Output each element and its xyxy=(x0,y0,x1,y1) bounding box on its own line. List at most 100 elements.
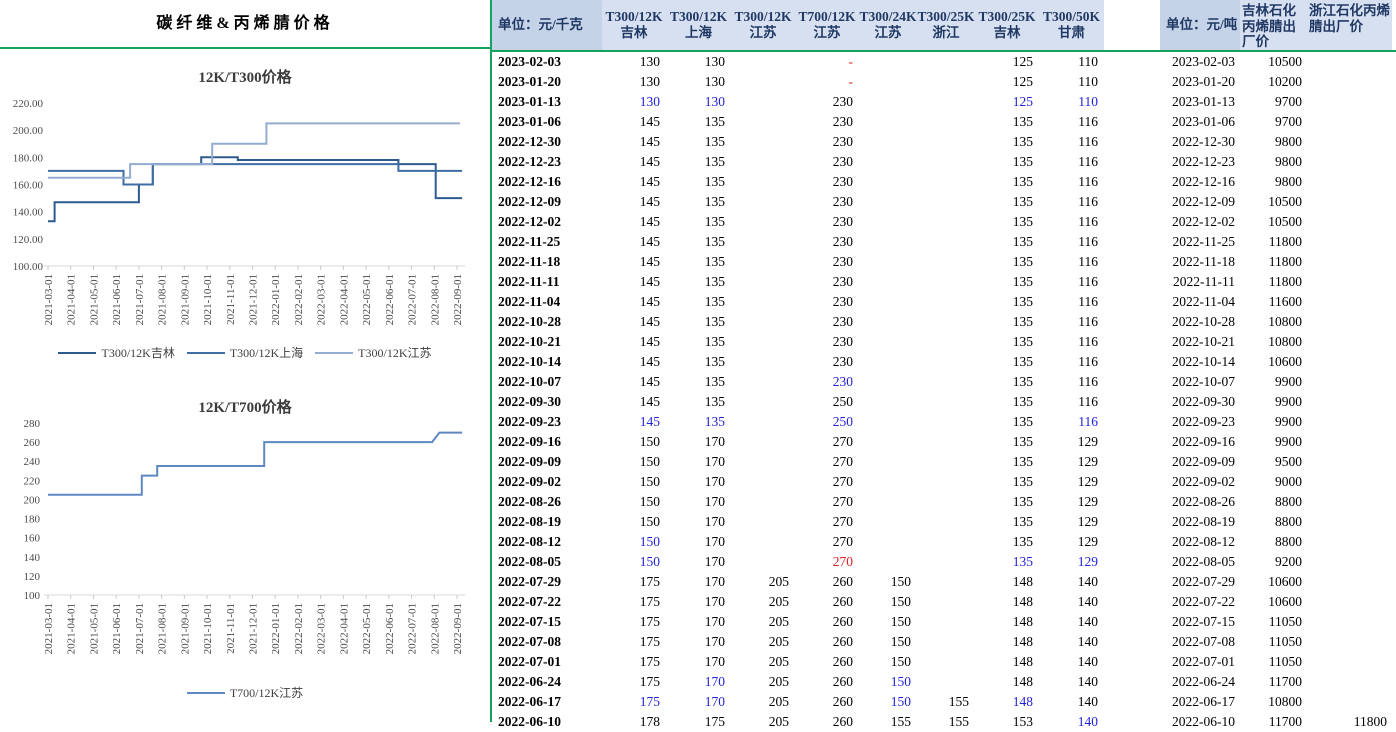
price-cell[interactable] xyxy=(917,532,975,552)
price-cell[interactable]: 170 xyxy=(704,474,725,489)
acn-price-jilin[interactable]: 11800 xyxy=(1268,274,1302,289)
acn-price-jilin[interactable]: 9900 xyxy=(1275,374,1302,389)
price-cell[interactable]: 260 xyxy=(832,594,853,609)
price-cell[interactable]: 145 xyxy=(639,134,660,149)
date-cell-acn[interactable]: 2023-02-03 xyxy=(1172,54,1235,69)
price-cell[interactable]: 135 xyxy=(1012,254,1033,269)
price-cell[interactable]: 175 xyxy=(639,574,660,589)
price-cell[interactable]: 270 xyxy=(832,434,853,449)
price-cell[interactable]: 155 xyxy=(890,714,911,729)
price-cell[interactable]: 145 xyxy=(639,394,660,409)
column-header-t300-50k[interactable]: T300/50K 甘肃 xyxy=(1039,0,1104,50)
price-cell[interactable]: 135 xyxy=(704,334,725,349)
price-cell[interactable]: 145 xyxy=(639,414,660,429)
price-cell[interactable]: 145 xyxy=(639,314,660,329)
price-cell[interactable] xyxy=(731,212,795,232)
acn-price-jilin[interactable]: 9900 xyxy=(1275,414,1302,429)
acn-price-jilin[interactable]: 9800 xyxy=(1275,134,1302,149)
price-cell[interactable]: 175 xyxy=(639,674,660,689)
price-cell[interactable]: 135 xyxy=(1012,154,1033,169)
date-cell-acn[interactable]: 2023-01-06 xyxy=(1172,114,1235,129)
price-cell[interactable]: 250 xyxy=(832,414,853,429)
price-cell[interactable]: 116 xyxy=(1078,414,1098,429)
price-cell[interactable]: 205 xyxy=(768,594,789,609)
price-cell[interactable]: - xyxy=(848,54,854,69)
price-cell[interactable]: 140 xyxy=(1077,614,1098,629)
acn-price-jilin[interactable]: 11050 xyxy=(1268,614,1302,629)
price-cell[interactable]: 270 xyxy=(832,474,853,489)
price-cell[interactable]: 148 xyxy=(1012,654,1033,669)
price-cell[interactable]: 125 xyxy=(1012,74,1033,89)
price-cell[interactable] xyxy=(859,512,917,532)
date-cell-acn[interactable]: 2022-07-22 xyxy=(1172,594,1235,609)
price-cell[interactable]: 230 xyxy=(832,194,853,209)
acn-price-jilin[interactable]: 10600 xyxy=(1268,594,1302,609)
price-cell[interactable]: 135 xyxy=(704,234,725,249)
date-cell[interactable]: 2022-09-02 xyxy=(498,474,561,489)
price-cell[interactable]: 116 xyxy=(1078,354,1098,369)
price-cell[interactable]: 140 xyxy=(1077,574,1098,589)
price-cell[interactable] xyxy=(731,232,795,252)
price-cell[interactable]: 116 xyxy=(1078,334,1098,349)
price-cell[interactable]: 260 xyxy=(832,694,853,709)
price-cell[interactable]: 260 xyxy=(832,714,853,729)
acn-price-jilin[interactable]: 9200 xyxy=(1275,554,1302,569)
price-cell[interactable]: 260 xyxy=(832,674,853,689)
date-cell[interactable]: 2022-12-09 xyxy=(498,194,561,209)
price-cell[interactable]: 145 xyxy=(639,174,660,189)
acn-price-jilin[interactable]: 10600 xyxy=(1268,354,1302,369)
price-cell[interactable] xyxy=(917,412,975,432)
date-cell[interactable]: 2022-08-05 xyxy=(498,554,561,569)
date-cell-acn[interactable]: 2023-01-20 xyxy=(1172,74,1235,89)
price-cell[interactable] xyxy=(859,552,917,572)
acn-price-jilin[interactable]: 8800 xyxy=(1275,514,1302,529)
price-cell[interactable]: 135 xyxy=(1012,354,1033,369)
price-cell[interactable] xyxy=(917,452,975,472)
t700-price-chart[interactable]: 280 260 240 220 200 180 160 140 120 1002021-03-01… xyxy=(0,415,490,683)
price-cell[interactable] xyxy=(917,332,975,352)
price-cell[interactable] xyxy=(917,572,975,592)
price-cell[interactable] xyxy=(917,592,975,612)
price-cell[interactable] xyxy=(859,112,917,132)
date-cell[interactable]: 2022-12-02 xyxy=(498,214,561,229)
price-cell[interactable] xyxy=(917,372,975,392)
price-cell[interactable]: 150 xyxy=(890,634,911,649)
price-cell[interactable]: 175 xyxy=(639,614,660,629)
price-cell[interactable] xyxy=(731,432,795,452)
unit-header-per-kg[interactable]: 单位：元/千克 xyxy=(492,0,602,50)
price-cell[interactable]: 135 xyxy=(704,114,725,129)
price-cell[interactable] xyxy=(731,112,795,132)
acn-column-header-1[interactable]: 浙江石化丙烯腈出厂价 xyxy=(1307,0,1392,50)
price-cell[interactable]: 148 xyxy=(1012,634,1033,649)
price-cell[interactable]: 170 xyxy=(704,614,725,629)
price-cell[interactable] xyxy=(859,172,917,192)
price-cell[interactable]: 230 xyxy=(832,294,853,309)
acn-price-zhejiang[interactable] xyxy=(1307,392,1392,412)
price-cell[interactable]: 148 xyxy=(1012,594,1033,609)
price-cell[interactable]: 135 xyxy=(704,294,725,309)
date-cell[interactable]: 2023-02-03 xyxy=(498,54,561,69)
price-cell[interactable]: 135 xyxy=(704,374,725,389)
price-cell[interactable] xyxy=(859,132,917,152)
price-cell[interactable] xyxy=(731,132,795,152)
price-cell[interactable]: 230 xyxy=(832,254,853,269)
price-cell[interactable] xyxy=(859,492,917,512)
price-cell[interactable]: 150 xyxy=(639,534,660,549)
price-cell[interactable] xyxy=(731,52,795,72)
acn-price-jilin[interactable]: 10200 xyxy=(1268,74,1302,89)
price-cell[interactable]: 178 xyxy=(639,714,660,729)
column-header-t300-25k[interactable]: T300/25K 吉林 xyxy=(975,0,1039,50)
price-cell[interactable]: 205 xyxy=(768,674,789,689)
price-cell[interactable] xyxy=(917,552,975,572)
price-cell[interactable]: 270 xyxy=(832,454,853,469)
acn-price-jilin[interactable]: 8800 xyxy=(1275,494,1302,509)
price-cell[interactable] xyxy=(859,372,917,392)
price-cell[interactable]: 110 xyxy=(1078,94,1098,109)
price-cell[interactable] xyxy=(917,472,975,492)
price-cell[interactable]: 130 xyxy=(639,94,660,109)
price-cell[interactable] xyxy=(917,632,975,652)
acn-price-zhejiang[interactable] xyxy=(1307,592,1392,612)
column-header-t300-25k[interactable]: T300/25K 浙江 xyxy=(917,0,975,50)
price-cell[interactable]: 145 xyxy=(639,214,660,229)
price-cell[interactable]: 170 xyxy=(704,454,725,469)
